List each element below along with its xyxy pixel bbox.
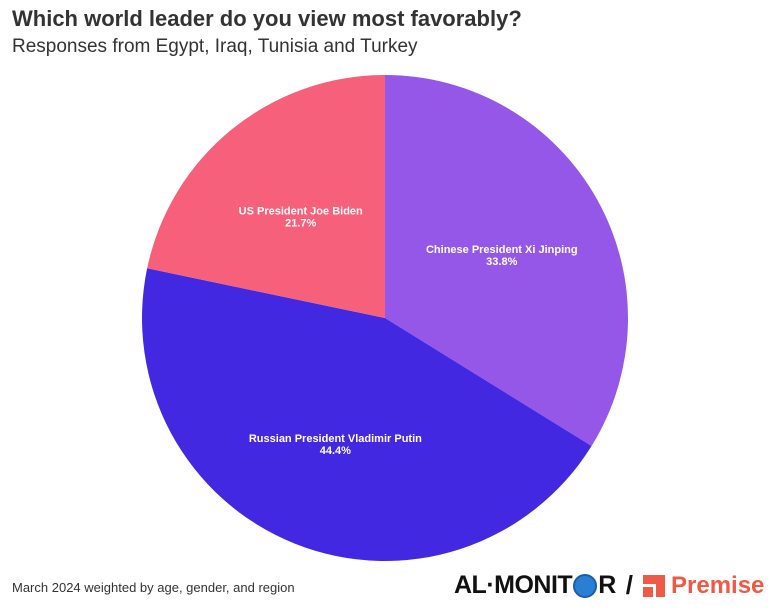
slice-value-label: 44.4% <box>320 445 351 457</box>
slice-label: US President Joe Biden <box>239 205 363 217</box>
pie-slice-1 <box>141 268 592 561</box>
logo-separator: / <box>625 570 633 600</box>
al-monitor-logo: AL·MONIT R <box>454 571 616 600</box>
slice-value-label: 33.8% <box>486 256 517 268</box>
globe-icon <box>573 573 598 598</box>
al-monitor-text-end: R <box>598 571 616 599</box>
pie-slice-2 <box>147 75 385 318</box>
chart-subtitle: Responses from Egypt, Iraq, Tunisia and … <box>12 36 418 57</box>
premise-icon <box>643 574 665 597</box>
chart-title: Which world leader do you view most favo… <box>12 6 522 31</box>
pie-slice-0 <box>385 75 629 447</box>
slice-label: Chinese President Xi Jinping <box>426 244 578 256</box>
logos: AL·MONIT R / Premise <box>454 570 764 601</box>
slice-label: Russian President Vladimir Putin <box>249 433 422 445</box>
slice-value-label: 21.7% <box>285 217 316 229</box>
al-monitor-text: AL·MONIT <box>454 571 573 599</box>
premise-logo: Premise <box>671 571 765 599</box>
footer-note: March 2024 weighted by age, gender, and … <box>12 580 295 595</box>
